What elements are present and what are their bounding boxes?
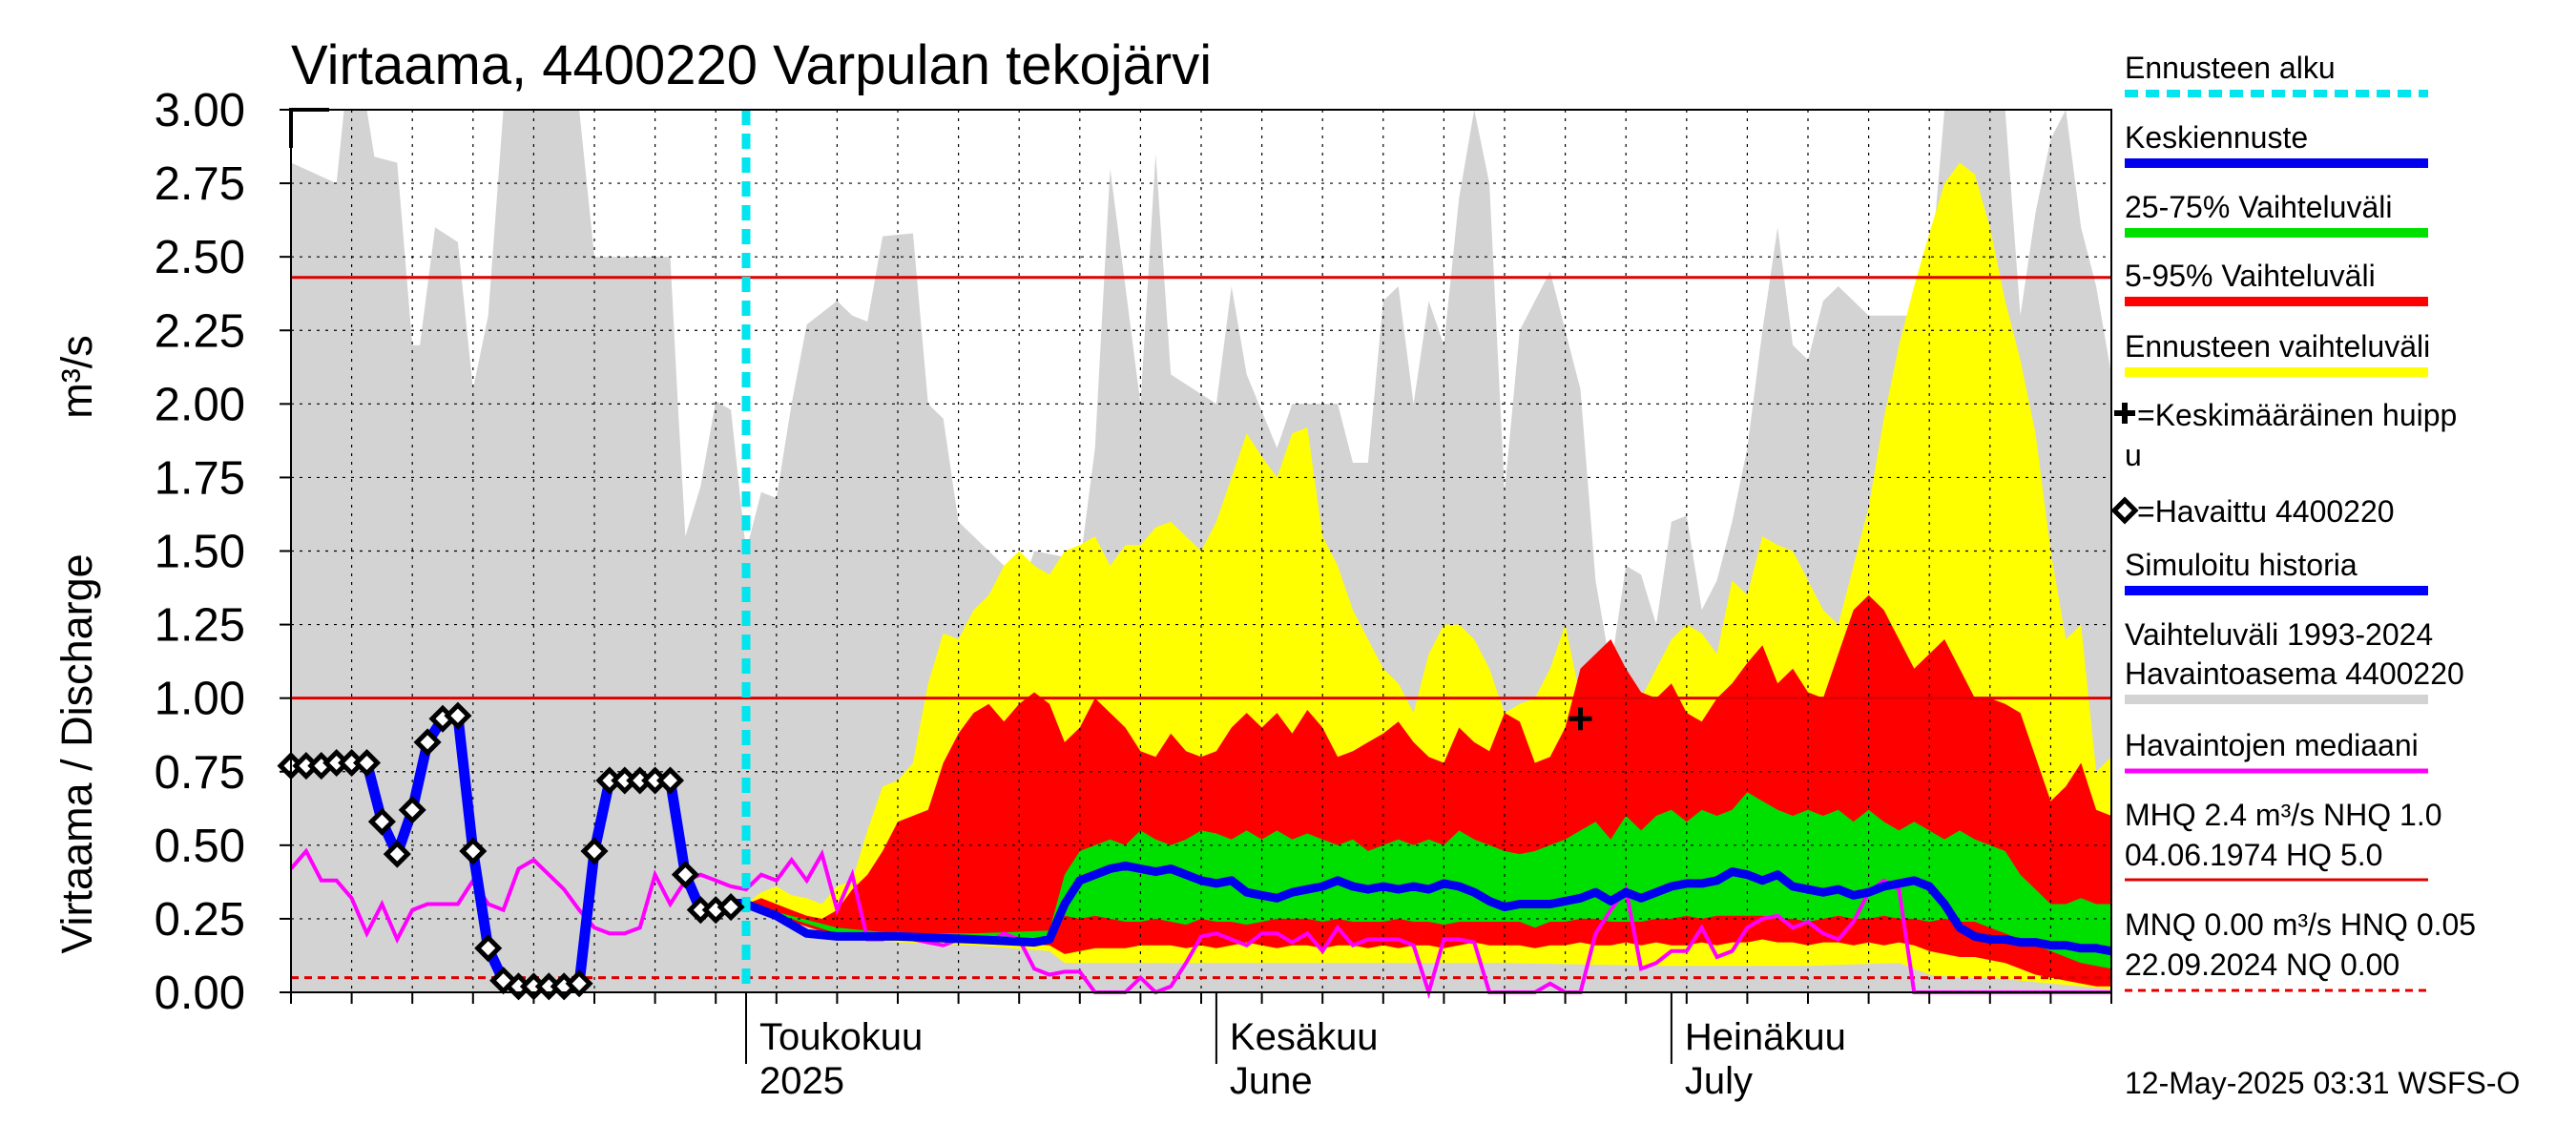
legend-observed-label: =Havaittu 4400220 bbox=[2137, 494, 2395, 529]
y-tick-label: 2.50 bbox=[155, 232, 245, 283]
legend-forecast-range-label: Ennusteen vaihteluväli bbox=[2125, 329, 2430, 364]
y-axis-unit: m³/s bbox=[52, 335, 101, 418]
grid bbox=[291, 110, 2111, 992]
legend-stats-line-2: 04.06.1974 HQ 5.0 bbox=[2125, 838, 2382, 872]
y-tick-label: 1.25 bbox=[155, 600, 245, 652]
range-25-75-area bbox=[746, 792, 2111, 969]
mean-forecast-line bbox=[744, 861, 2112, 956]
legend-history-range-label-2: Havaintoasema 4400220 bbox=[2125, 656, 2464, 691]
legend-observed-diamond-icon bbox=[2110, 496, 2139, 525]
legend-forecast-start-label: Ennusteen alku bbox=[2125, 51, 2336, 85]
y-tick-label: 0.25 bbox=[155, 894, 245, 946]
observed-point bbox=[655, 766, 685, 795]
legend-peak-label-2: u bbox=[2125, 438, 2142, 472]
observed-median-line bbox=[289, 847, 2111, 999]
y-tick-label: 2.75 bbox=[155, 158, 245, 210]
y-tick-label: 0.50 bbox=[155, 821, 245, 872]
observed-point bbox=[413, 728, 442, 757]
month-label: Toukokuu bbox=[759, 1016, 923, 1058]
observed-point bbox=[489, 967, 518, 995]
legend-peak-label-1: =Keskimääräinen huipp bbox=[2137, 398, 2457, 432]
y-tick-label: 1.00 bbox=[155, 674, 245, 725]
data-lines bbox=[277, 110, 2112, 1001]
observed-point bbox=[580, 837, 609, 865]
chart-title: Virtaama, 4400220 Varpulan tekojärvi bbox=[291, 34, 1212, 96]
y-axis-label: Virtaama / Discharge bbox=[52, 553, 101, 953]
observed-point bbox=[398, 796, 426, 824]
y-tick-label: 3.00 bbox=[155, 85, 245, 136]
legend: Ennusteen alku Keskiennuste 25-75% Vaiht… bbox=[2110, 51, 2476, 992]
y-tick-label: 1.50 bbox=[155, 527, 245, 578]
observed-point bbox=[352, 748, 382, 778]
legend-stats-line-4: 22.09.2024 NQ 0.00 bbox=[2125, 947, 2399, 982]
y-tick-label: 0.00 bbox=[155, 968, 245, 1019]
observed-point bbox=[444, 701, 472, 730]
legend-stats-line-1: MHQ 2.4 m³/s NHQ 1.0 bbox=[2125, 798, 2442, 832]
observed-point bbox=[717, 893, 745, 922]
legend-median-label: Havaintojen mediaani bbox=[2125, 728, 2419, 762]
legend-25-75-label: 25-75% Vaihteluväli bbox=[2125, 190, 2392, 224]
axes: 0.00 0.25 0.50 0.75 1.00 1.25 1.50 1.75 2.00 2.25… bbox=[155, 85, 2112, 1102]
mean-peak-marker bbox=[1568, 707, 1592, 731]
month-label: Kesäkuu bbox=[1230, 1016, 1379, 1058]
y-tick-label: 2.00 bbox=[155, 379, 245, 430]
footer-timestamp: 12-May-2025 03:31 WSFS-O bbox=[2125, 1066, 2520, 1100]
legend-simulated-label: Simuloitu historia bbox=[2125, 548, 2358, 582]
observed-point bbox=[383, 840, 411, 868]
month-sublabel: June bbox=[1230, 1060, 1313, 1102]
legend-peak-marker-icon bbox=[2114, 403, 2135, 424]
month-sublabel: July bbox=[1685, 1060, 1753, 1102]
legend-5-95-label: 5-95% Vaihteluväli bbox=[2125, 259, 2376, 293]
y-tick-label: 0.75 bbox=[155, 747, 245, 799]
observed-point bbox=[565, 969, 593, 998]
legend-history-range-label-1: Vaihteluväli 1993-2024 bbox=[2125, 617, 2433, 652]
legend-mean-label: Keskiennuste bbox=[2125, 120, 2308, 155]
observed-point bbox=[367, 807, 396, 836]
y-tick-label: 1.75 bbox=[155, 452, 245, 504]
observed-point bbox=[474, 934, 503, 963]
month-label: Heinäkuu bbox=[1685, 1016, 1846, 1058]
month-sublabel: 2025 bbox=[759, 1060, 844, 1102]
legend-stats-line-3: MNQ 0.00 m³/s HNQ 0.05 bbox=[2125, 907, 2476, 942]
observed-point bbox=[671, 861, 699, 889]
observed-point bbox=[459, 837, 488, 865]
y-tick-label: 2.25 bbox=[155, 305, 245, 357]
